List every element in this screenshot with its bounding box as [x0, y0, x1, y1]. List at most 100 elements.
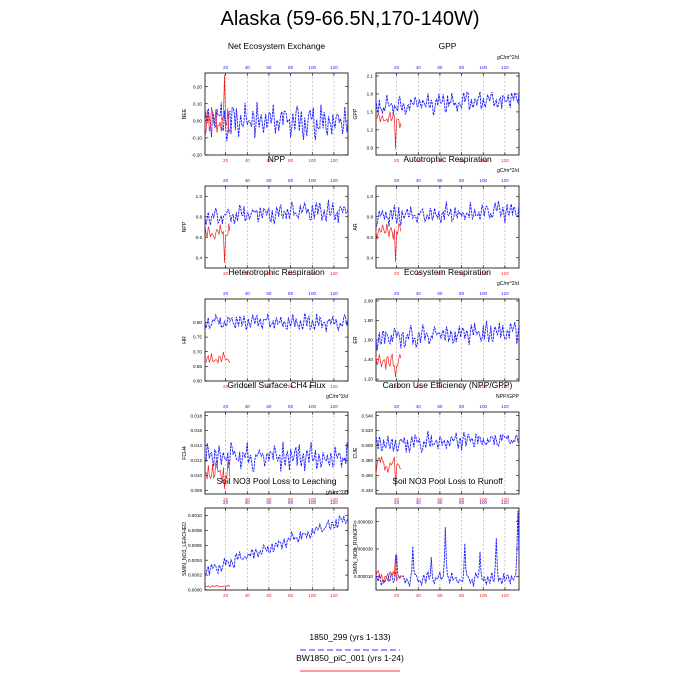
series-bw1850-line: [204, 459, 231, 489]
y-tick-label: 0.440: [362, 488, 374, 493]
y-tick-label: 0.014: [191, 443, 203, 448]
y-tick-label: 0.0008: [188, 528, 202, 533]
y-tick-label: 0.0004: [188, 558, 202, 563]
x-bottom-tick-label: 20: [223, 158, 229, 163]
x-bottom-tick-label: 100: [479, 271, 487, 276]
x-bottom-tick-label: 120: [501, 497, 509, 502]
panel-title: GPP: [439, 41, 457, 51]
x-bottom-tick-label: 100: [308, 271, 316, 276]
series-bw1850-line: [375, 554, 402, 584]
y-tick-label: 1.8: [367, 92, 374, 97]
x-top-tick-label: 40: [416, 178, 422, 183]
x-top-tick-label: 120: [330, 178, 338, 183]
x-top-tick-label: 120: [330, 291, 338, 296]
units-label: gN/m^2/d: [326, 490, 348, 496]
x-bottom-tick-label: 20: [394, 384, 400, 389]
x-top-tick-label: 40: [245, 500, 251, 505]
x-bottom-tick-label: 40: [416, 384, 422, 389]
x-top-tick-label: 120: [330, 404, 338, 409]
panel-title: Net Ecosystem Exchange: [228, 41, 326, 51]
y-tick-label: 1.5: [367, 110, 374, 115]
series-1850_299-line: [204, 515, 349, 576]
x-bottom-tick-label: 120: [501, 384, 509, 389]
y-tick-label: 0.75: [193, 335, 202, 340]
x-bottom-tick-label: 120: [330, 593, 338, 598]
y-tick-label: 0.20: [193, 84, 202, 89]
x-top-tick-label: 60: [437, 404, 443, 409]
x-top-tick-label: 60: [266, 404, 272, 409]
x-top-tick-label: 60: [266, 65, 272, 70]
x-top-tick-label: 80: [459, 178, 465, 183]
x-bottom-tick-label: 40: [245, 384, 251, 389]
x-top-tick-label: 100: [479, 291, 487, 296]
x-bottom-tick-label: 60: [437, 158, 443, 163]
series-1850_299-line: [204, 199, 349, 226]
series-bw1850-line: [375, 223, 402, 262]
x-bottom-tick-label: 80: [288, 593, 294, 598]
y-tick-label: 0.00: [193, 118, 202, 123]
y-axis-label: AR: [353, 223, 359, 230]
x-bottom-tick-label: 80: [288, 497, 294, 502]
x-bottom-tick-label: 40: [245, 158, 251, 163]
y-axis-label: FCH4: [182, 446, 188, 460]
series-bw1850-line: [204, 74, 231, 138]
series-1850_299-line: [375, 320, 520, 351]
x-bottom-tick-label: 60: [437, 497, 443, 502]
x-top-tick-label: 20: [394, 404, 400, 409]
units-label: gC/m^2/d: [326, 394, 348, 400]
x-top-tick-label: 60: [437, 178, 443, 183]
x-top-tick-label: 100: [479, 404, 487, 409]
x-top-tick-label: 60: [266, 500, 272, 505]
x-bottom-tick-label: 100: [479, 158, 487, 163]
series-bw1850-line: [375, 111, 402, 150]
plot-frame: [204, 507, 349, 591]
x-top-tick-label: 120: [501, 65, 509, 70]
series-1850_299-line: [375, 430, 520, 454]
x-top-tick-label: 20: [223, 500, 229, 505]
x-bottom-tick-label: 20: [223, 384, 229, 389]
series-1850_299-line: [204, 101, 349, 142]
y-axis-label: GPP: [353, 108, 359, 119]
x-bottom-tick-label: 20: [394, 497, 400, 502]
x-top-tick-label: 60: [266, 291, 272, 296]
y-tick-label: 0.10: [193, 101, 202, 106]
x-bottom-tick-label: 100: [479, 384, 487, 389]
y-tick-label: 0.010: [191, 473, 203, 478]
x-top-tick-label: 80: [288, 291, 294, 296]
x-bottom-tick-label: 80: [459, 593, 465, 598]
x-top-tick-label: 100: [308, 178, 316, 183]
units-label: gC/m^2/d: [497, 55, 519, 61]
y-tick-label: 0.520: [362, 428, 374, 433]
y-tick-label: 0.4: [367, 255, 374, 260]
panel-title: Gridcell Surface CH4 Flux: [227, 380, 326, 390]
x-top-tick-label: 20: [394, 500, 400, 505]
y-tick-label: 0.460: [362, 473, 374, 478]
x-bottom-tick-label: 60: [437, 593, 443, 598]
x-top-tick-label: 100: [308, 500, 316, 505]
x-top-tick-label: 80: [459, 65, 465, 70]
series-1850_299-line: [375, 91, 520, 116]
x-top-tick-label: 40: [416, 65, 422, 70]
x-bottom-tick-label: 40: [416, 497, 422, 502]
x-top-tick-label: 100: [479, 65, 487, 70]
plot-frame: [375, 72, 520, 156]
page-title: Alaska (59-66.5N,170-140W): [220, 8, 480, 30]
x-bottom-tick-label: 120: [330, 384, 338, 389]
x-bottom-tick-label: 120: [501, 593, 509, 598]
x-top-tick-label: 100: [308, 65, 316, 70]
x-top-tick-label: 80: [459, 291, 465, 296]
x-bottom-tick-label: 100: [479, 593, 487, 598]
series-1850_299-line: [375, 201, 520, 227]
panel-title: Ecosystem Respiration: [404, 267, 491, 277]
x-bottom-tick-label: 100: [308, 158, 316, 163]
x-bottom-tick-label: 100: [308, 593, 316, 598]
x-top-tick-label: 120: [501, 404, 509, 409]
y-axis-label: NPP: [182, 221, 188, 232]
x-bottom-tick-label: 40: [416, 271, 422, 276]
panel-title: Carbon Use Efficiency (NPP/GPP): [383, 380, 513, 390]
x-top-tick-label: 20: [223, 178, 229, 183]
x-top-tick-label: 120: [330, 500, 338, 505]
legend-label: 1850_299 (yrs 1-133): [309, 632, 390, 642]
y-tick-label: 0.0010: [188, 513, 202, 518]
y-tick-label: -0.20: [192, 153, 203, 158]
